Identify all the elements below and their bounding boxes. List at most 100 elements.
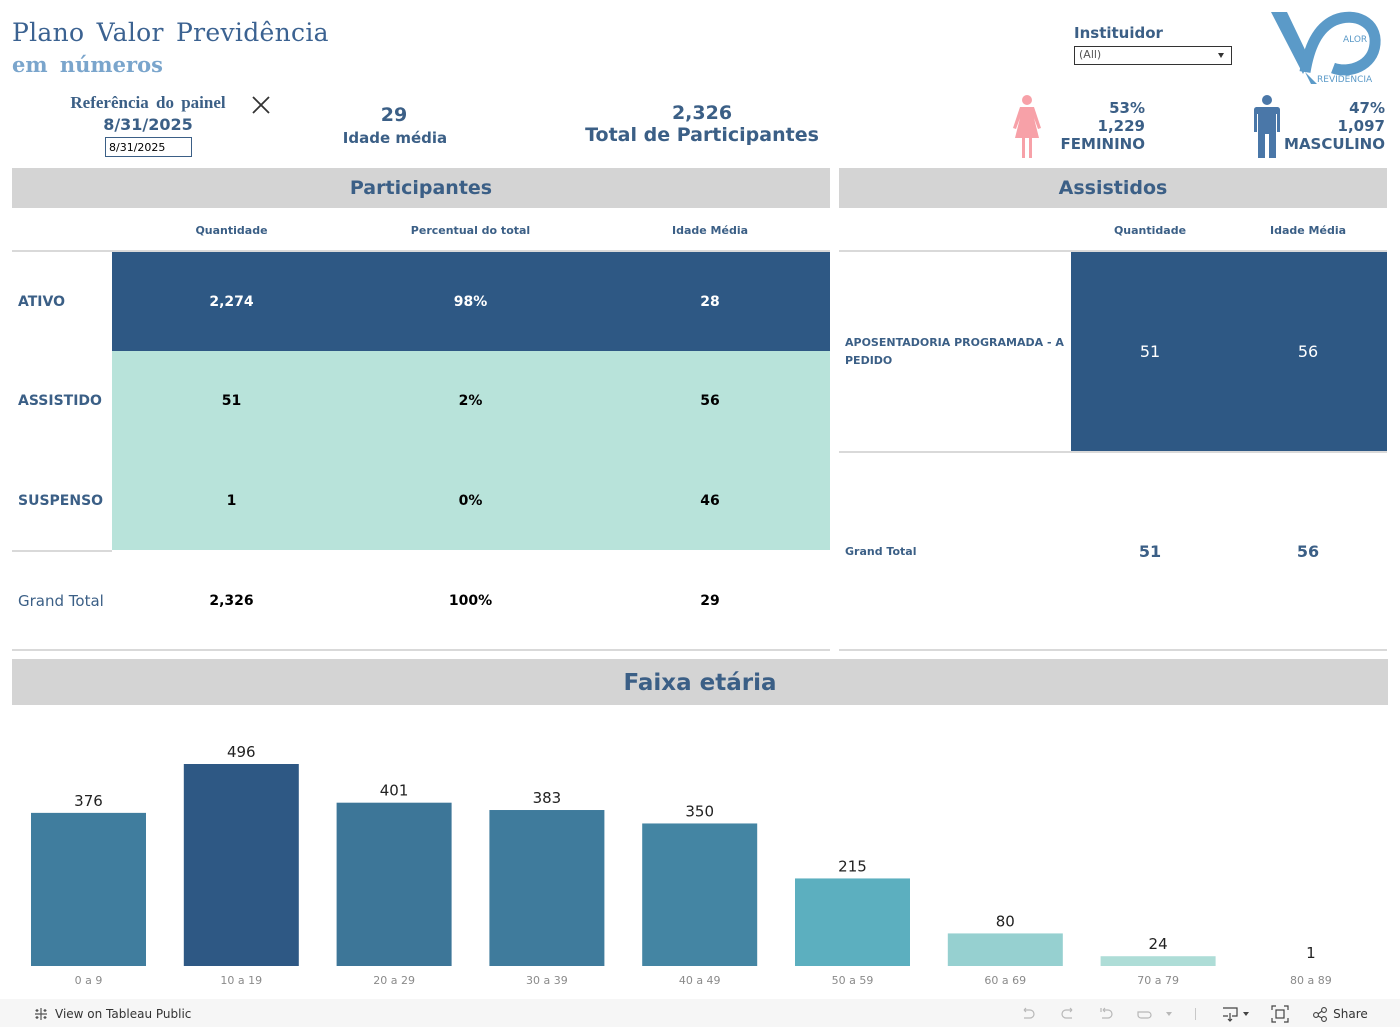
view-on-tableau-public-link[interactable]: View on Tableau Public (33, 1006, 191, 1022)
bar-value-label: 80 (996, 912, 1015, 930)
tableau-logo-icon (35, 1008, 47, 1020)
bar-50-a-59[interactable] (795, 878, 910, 966)
faixa-etaria-section-title: Faixa etária (12, 659, 1388, 705)
instituidor-filter-label: Instituidor (1074, 24, 1163, 42)
kpi-total-label: Total de Participantes (585, 124, 819, 146)
cell-suspenso-idade[interactable]: 46 (590, 451, 830, 550)
x-tick-label: 50 a 59 (832, 974, 874, 987)
kpi-idade-media-value: 29 (380, 104, 408, 126)
bar-40-a-49[interactable] (642, 823, 758, 966)
bar-value-label: 215 (838, 857, 867, 875)
male-stats: 47% 1,097 MASCULINO (1270, 99, 1385, 153)
assistidos-col-quantidade: Quantidade (1113, 224, 1187, 237)
bar-20-a-29[interactable] (336, 802, 452, 966)
divider (839, 250, 1387, 252)
download-icon[interactable] (1220, 1004, 1252, 1024)
x-tick-label: 40 a 49 (679, 974, 721, 987)
close-x-icon[interactable] (250, 94, 272, 116)
logo-word-alor: ALOR (1343, 35, 1367, 45)
reference-label: Referência do painel (70, 93, 226, 112)
redo-icon[interactable] (1058, 1004, 1078, 1024)
cell-assistido-percentual[interactable]: 2% (351, 351, 590, 451)
refresh-icon[interactable] (1134, 1004, 1174, 1024)
instituidor-filter-dropdown[interactable]: (All) (1074, 46, 1232, 65)
bar-0-a-9[interactable] (31, 812, 146, 966)
bar-60-a-69[interactable] (947, 933, 1063, 966)
bar-value-label: 350 (685, 802, 714, 820)
participantes-section-title: Participantes (12, 168, 830, 208)
x-tick-label: 10 a 19 (220, 974, 262, 987)
valor-previdencia-logo: ALOR REVIDÊNCIA (1265, 8, 1387, 88)
cell-ativo-quantidade[interactable]: 2,274 (112, 252, 351, 351)
row-label-suspenso: SUSPENSO (18, 492, 104, 509)
female-label: FEMININO (1060, 135, 1145, 153)
female-person-icon (1010, 94, 1044, 160)
participantes-col-quantidade: Quantidade (195, 224, 268, 237)
reference-date-input[interactable] (105, 137, 192, 157)
bar-value-label: 24 (1149, 935, 1168, 953)
cell-ativo-idade[interactable]: 28 (590, 252, 830, 351)
grand-total-idade: 29 (700, 593, 720, 609)
cell-suspenso-quantidade[interactable]: 1 (112, 451, 351, 550)
bar-70-a-79[interactable] (1100, 956, 1216, 966)
logo-word-revidencia: REVIDÊNCIA (1317, 73, 1373, 85)
x-tick-label: 70 a 79 (1137, 974, 1179, 987)
revert-icon[interactable] (1096, 1004, 1116, 1024)
share-icon (1313, 1007, 1328, 1022)
cell-aposentadoria-idade[interactable]: 56 (1229, 252, 1387, 451)
divider (12, 649, 830, 651)
bar-10-a-19[interactable] (183, 764, 299, 966)
faixa-etaria-bar-chart: 376 0 a 9 496 10 a 19 401 20 a 29 383 30 a 39 35… (31, 743, 1368, 987)
divider (12, 250, 830, 252)
x-tick-label: 80 a 89 (1290, 974, 1332, 987)
participantes-col-percentual: Percentual do total (410, 224, 531, 237)
undo-icon[interactable] (1018, 1004, 1038, 1024)
toolbar-separator (1192, 1004, 1198, 1024)
cell-assistido-quantidade[interactable]: 51 (112, 351, 351, 451)
instituidor-selected-value: (All) (1079, 48, 1102, 61)
participantes-col-idade: Idade Média (671, 224, 749, 237)
female-count: 1,229 (1097, 117, 1145, 135)
x-tick-label: 20 a 29 (373, 974, 415, 987)
participantes-grand-total-label: Grand Total (18, 592, 104, 610)
share-label: Share (1333, 1007, 1368, 1021)
bar-value-label: 1 (1306, 944, 1316, 962)
divider (839, 649, 1387, 651)
bar-30-a-39[interactable] (489, 810, 605, 966)
assistidos-section-title: Assistidos (839, 168, 1387, 208)
row-label-ativo: ATIVO (18, 293, 65, 310)
male-count: 1,097 (1337, 117, 1385, 135)
female-stats: 53% 1,229 FEMININO (1040, 99, 1145, 153)
cell-ativo-percentual[interactable]: 98% (351, 252, 590, 351)
bar-value-label: 401 (380, 782, 409, 800)
dashboard-title: Plano Valor Previdência (12, 18, 329, 47)
dashboard-subtitle: em números (12, 52, 163, 77)
female-percent: 53% (1109, 99, 1145, 117)
assistidos-grand-total-label: Grand Total (845, 544, 917, 558)
reference-date: 8/31/2025 (103, 115, 193, 134)
grand-total-percentual: 100% (448, 593, 493, 609)
male-person-icon (1250, 94, 1284, 160)
x-tick-label: 60 a 69 (984, 974, 1026, 987)
row-label-aposentadoria: APOSENTADORIA PROGRAMADA - A PEDIDO (845, 335, 1064, 367)
bar-value-label: 383 (533, 789, 562, 807)
x-tick-label: 30 a 39 (526, 974, 568, 987)
kpi-total-value: 2,326 (671, 102, 733, 124)
fullscreen-icon[interactable] (1270, 1004, 1290, 1024)
cell-assistido-idade[interactable]: 56 (590, 351, 830, 451)
view-on-tableau-public-label: View on Tableau Public (55, 1007, 192, 1021)
assistidos-total-idade: 56 (1296, 541, 1320, 561)
row-label-assistido: ASSISTIDO (18, 393, 102, 409)
tableau-toolbar (0, 999, 1400, 1027)
assistidos-total-quantidade: 51 (1138, 541, 1162, 561)
grand-total-quantidade: 2,326 (209, 593, 254, 609)
bar-80-a-89[interactable] (1253, 965, 1368, 966)
share-button[interactable]: Share (1310, 1004, 1370, 1024)
divider (12, 550, 112, 552)
cell-aposentadoria-quantidade[interactable]: 51 (1071, 252, 1229, 451)
bar-value-label: 496 (227, 743, 256, 761)
cell-suspenso-percentual[interactable]: 0% (351, 451, 590, 550)
bar-value-label: 376 (74, 792, 103, 810)
assistidos-col-idade: Idade Média (1269, 224, 1347, 237)
chevron-down-icon (1218, 53, 1224, 58)
